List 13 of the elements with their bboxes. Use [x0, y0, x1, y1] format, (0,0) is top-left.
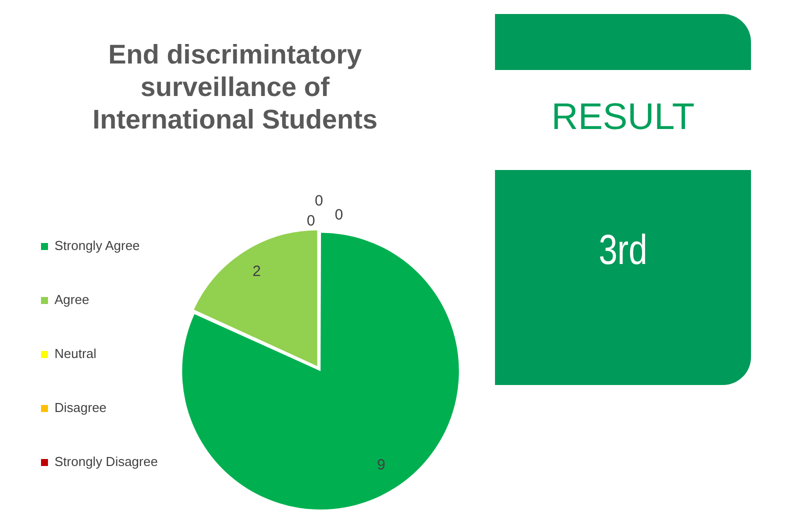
legend-label: Agree [54, 292, 90, 308]
text: 3rd [598, 226, 648, 274]
text: 0 [306, 212, 316, 230]
data-label: 9 [376, 456, 386, 474]
data-label: 2 [252, 262, 261, 280]
text: RESULT [550, 96, 696, 138]
text: 0 [334, 206, 344, 224]
legend-label: Disagree [54, 400, 107, 416]
chart-title: End discrimintatory surveillance of International Students [92, 40, 378, 134]
legend-label: Neutral [54, 346, 97, 362]
text: 0 [314, 192, 324, 210]
legend-label: Strongly Agree [54, 238, 140, 254]
legend-label: Strongly Disagree [54, 454, 158, 470]
